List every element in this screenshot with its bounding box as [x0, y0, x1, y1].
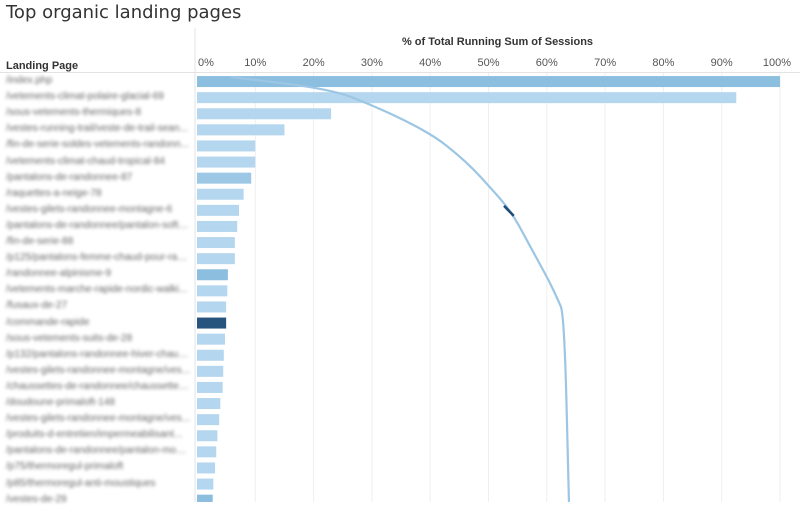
bar	[197, 349, 224, 361]
x-tick-label: 80%	[652, 57, 674, 69]
bar	[197, 92, 737, 104]
running-sum-curve	[230, 75, 571, 502]
bar	[197, 430, 218, 442]
chart-title: Top organic landing pages	[6, 2, 242, 23]
bar	[197, 188, 244, 200]
running-sum-highlight	[503, 204, 515, 217]
bar	[197, 301, 227, 313]
bar	[197, 172, 252, 184]
bar	[197, 108, 332, 120]
x-tick-label: 70%	[594, 57, 616, 69]
bar	[197, 204, 239, 216]
bar	[197, 124, 285, 136]
bar	[197, 140, 256, 152]
bar	[197, 494, 213, 502]
x-axis-title: % of Total Running Sum of Sessions	[401, 36, 594, 48]
x-tick-label: 0%	[198, 57, 214, 69]
bar	[197, 478, 214, 490]
bar	[197, 237, 235, 249]
bar	[197, 381, 223, 393]
x-tick-label: 40%	[419, 57, 441, 69]
bar	[197, 269, 228, 281]
bar	[197, 414, 220, 426]
bar	[197, 220, 238, 232]
x-tick-label: 100%	[763, 57, 791, 69]
bar	[197, 285, 228, 297]
bar	[197, 398, 221, 410]
bar	[197, 365, 224, 377]
row-header: Landing Page	[6, 60, 79, 72]
bar	[197, 253, 235, 265]
x-tick-label: 10%	[244, 57, 266, 69]
bar	[197, 333, 225, 345]
bar	[197, 317, 227, 329]
x-tick-label: 90%	[711, 57, 733, 69]
bar	[197, 76, 780, 88]
bar	[197, 156, 256, 168]
bar	[197, 462, 216, 474]
x-tick-label: 30%	[361, 57, 383, 69]
bar	[197, 446, 217, 458]
x-tick-label: 20%	[303, 57, 325, 69]
x-tick-label: 60%	[536, 57, 558, 69]
x-tick-label: 50%	[477, 57, 499, 69]
